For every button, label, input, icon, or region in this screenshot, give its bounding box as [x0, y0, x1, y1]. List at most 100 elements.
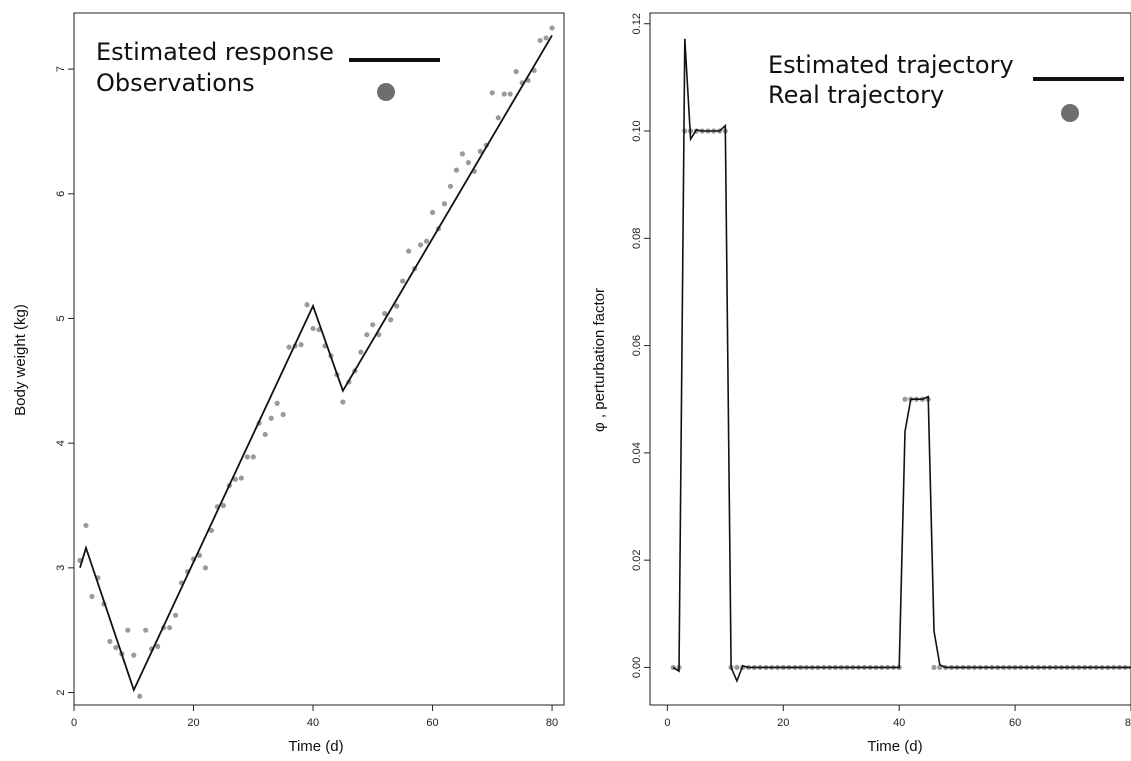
data-point: [501, 91, 507, 97]
x-axis-label-right: Time (d): [867, 738, 922, 755]
y-tick-label: 0.02: [631, 549, 643, 570]
data-point: [429, 209, 436, 216]
data-point: [250, 454, 256, 460]
data-point: [262, 431, 268, 438]
data-point: [453, 167, 460, 173]
y-tick-label: 0.08: [631, 228, 643, 249]
data-point: [382, 310, 388, 317]
data-point: [400, 278, 406, 284]
data-point: [125, 627, 131, 633]
data-point: [902, 396, 908, 402]
data-point: [131, 652, 137, 658]
x-tick-label: 0: [71, 717, 77, 729]
observations-points: [77, 25, 555, 699]
data-point: [507, 91, 513, 97]
legend-label-real-trajectory: Real trajectory: [768, 81, 944, 109]
data-point: [137, 693, 143, 699]
y-tick-label: 0.06: [631, 335, 643, 356]
data-point: [268, 415, 274, 421]
data-point: [459, 151, 466, 157]
y-tick-label: 3: [55, 565, 67, 571]
data-point: [167, 625, 173, 631]
data-point: [417, 242, 424, 248]
data-point: [155, 643, 161, 649]
y-axis-ticks-right: 0.00 0.02 0.04 0.06 0.08 0.10 0.12: [631, 13, 650, 678]
y-tick-label: 7: [55, 66, 67, 72]
data-point: [543, 35, 549, 41]
legend-point-swatch-right: [1061, 104, 1079, 122]
data-point: [232, 476, 238, 482]
x-tick-label: 0: [664, 717, 670, 729]
legend-label-estimated-response: Estimated response: [96, 38, 334, 66]
y-tick-label: 0.04: [631, 442, 643, 463]
data-point: [734, 664, 740, 671]
data-point: [364, 332, 370, 338]
data-point: [238, 475, 244, 481]
data-point: [370, 322, 376, 328]
data-point: [286, 344, 292, 350]
data-point: [477, 148, 483, 154]
data-point: [340, 399, 346, 405]
data-point: [394, 303, 400, 309]
x-axis-ticks-left: 0 20 40 60 80: [71, 705, 558, 729]
y-tick-label: 4: [55, 440, 67, 446]
data-point: [495, 115, 501, 121]
x-tick-label: 60: [426, 717, 438, 729]
y-tick-label: 0.10: [631, 120, 643, 141]
data-point: [107, 638, 113, 645]
data-point: [537, 37, 543, 44]
data-point: [931, 664, 937, 671]
x-tick-label: 20: [777, 717, 789, 729]
y-axis-label-right: φ , perturbation factor: [591, 288, 608, 432]
x-tick-label: 80: [546, 717, 558, 729]
data-point: [208, 527, 215, 534]
data-point: [549, 25, 555, 31]
data-point: [113, 645, 119, 651]
legend-left: Estimated response Observations: [96, 38, 440, 101]
estimated-response-line: [79, 34, 553, 693]
data-point: [682, 128, 688, 134]
x-axis-label-left: Time (d): [288, 738, 343, 755]
data-point: [202, 565, 209, 571]
plot-frame-left: [73, 12, 565, 706]
x-tick-label: 80: [1125, 717, 1131, 729]
perturbation-panel: 0 20 40 60 80 0.00 0.02 0.04 0.06 0.08 0.10 0.12 T…: [591, 12, 1131, 755]
data-point: [304, 302, 310, 308]
data-point: [447, 183, 454, 189]
data-point: [89, 593, 95, 600]
legend-point-swatch-left: [377, 83, 395, 101]
x-tick-label: 20: [187, 717, 199, 729]
data-point: [310, 325, 316, 332]
data-point: [83, 522, 89, 529]
x-tick-label: 40: [893, 717, 905, 729]
data-point: [388, 317, 394, 323]
data-point: [489, 90, 495, 96]
x-tick-label: 40: [307, 717, 319, 729]
x-tick-label: 60: [1009, 717, 1021, 729]
data-point: [244, 454, 250, 460]
x-axis-ticks-right: 0 20 40 60 80: [664, 705, 1131, 729]
data-point: [513, 69, 519, 75]
data-point: [441, 201, 448, 207]
data-point: [358, 349, 364, 355]
y-axis-label-left: Body weight (kg): [12, 304, 29, 416]
legend-right: Estimated trajectory Real trajectory: [768, 51, 1124, 122]
y-tick-label: 0.00: [631, 657, 643, 678]
data-point: [465, 160, 471, 166]
y-tick-label: 6: [55, 191, 67, 197]
data-point: [143, 627, 149, 633]
legend-label-estimated-trajectory: Estimated trajectory: [768, 51, 1014, 79]
data-point: [298, 342, 304, 348]
data-point: [172, 612, 179, 618]
y-tick-label: 0.12: [631, 13, 643, 34]
y-tick-label: 5: [55, 315, 67, 321]
data-point: [406, 248, 412, 254]
legend-label-observations: Observations: [96, 69, 255, 97]
body-weight-panel: 0 20 40 60 80 2 3 4 5 6 7 Time (d) Body weight (k…: [12, 12, 565, 755]
plot-frame-right: [649, 12, 1131, 706]
estimated-trajectory-line: [672, 38, 1131, 684]
data-point: [423, 238, 430, 244]
data-point: [220, 502, 226, 509]
y-axis-ticks-left: 2 3 4 5 6 7: [55, 66, 74, 696]
